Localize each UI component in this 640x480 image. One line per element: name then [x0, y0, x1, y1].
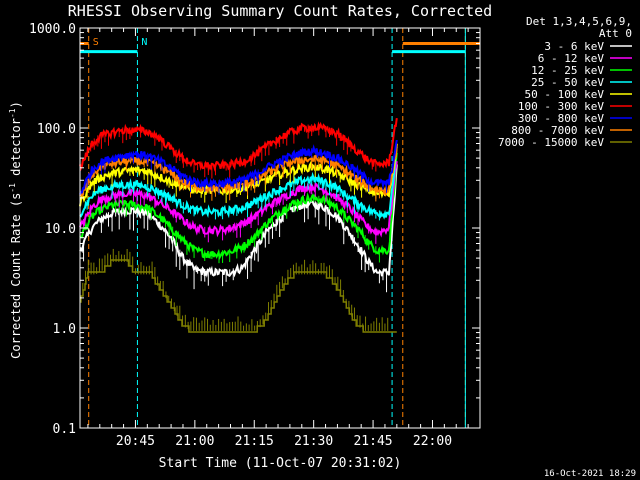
- chart-title: RHESSI Observing Summary Count Rates, Co…: [68, 2, 492, 20]
- footer-date-stamp: 16-Oct-2021 18:29: [544, 469, 636, 479]
- series-100-300-kev: [79, 117, 398, 179]
- y-tick-label: 100.0: [37, 122, 76, 137]
- y-tick-label: 1000.0: [29, 22, 76, 37]
- y-axis-label-end: ): [9, 101, 23, 108]
- legend-header-line-2: Att 0: [599, 27, 632, 40]
- legend-label: 6 - 12 keV: [538, 52, 605, 65]
- series-25-50-kev: [79, 146, 398, 221]
- series-300-800-kev: [79, 139, 398, 199]
- x-tick-label: 21:30: [294, 434, 333, 449]
- legend-label: 300 - 800 keV: [518, 112, 604, 125]
- series-12-25-kev: [79, 152, 398, 264]
- legend-label: 25 - 50 keV: [531, 76, 604, 89]
- legend-label: 800 - 7000 keV: [511, 124, 604, 137]
- x-axis-label: Start Time (11-Oct-07 20:31:02): [159, 456, 402, 471]
- series-line: [79, 143, 398, 207]
- x-tick-label: 21:00: [175, 434, 214, 449]
- series-3-6-kev: [79, 164, 398, 293]
- x-tick-label: 21:45: [353, 434, 392, 449]
- series-line: [79, 161, 398, 238]
- series-7000-15000-kev: [79, 248, 397, 333]
- legend-label: 12 - 25 keV: [531, 64, 604, 77]
- legend-label: 100 - 300 keV: [518, 100, 604, 113]
- x-tick-label: 22:00: [413, 434, 452, 449]
- y-axis-label-sup1: -1: [8, 183, 17, 193]
- legend-header-line-1: Det 1,3,4,5,6,9,: [526, 15, 632, 28]
- series-line: [79, 139, 398, 195]
- y-axis-label-mid: detector: [9, 118, 23, 183]
- series-50-100-kev: [79, 143, 398, 211]
- y-axis-label: Corrected Count Rate (s-1 detector-1): [8, 101, 23, 359]
- interval-label-saa: S: [93, 37, 99, 48]
- interval-label-night: N: [141, 37, 147, 48]
- y-tick-label: 1.0: [53, 322, 76, 337]
- y-tick-label: 10.0: [45, 222, 76, 237]
- x-tick-label: 21:15: [235, 434, 274, 449]
- y-axis-label-sup2: -1: [8, 108, 17, 118]
- y-axis-label-main: Corrected Count Rate (s: [9, 193, 23, 359]
- x-tick-label: 20:45: [116, 434, 155, 449]
- axes-layer: 0.1 1.0 10.0 100.0 1000.0 20:45 21:00 21:15 21:3…: [29, 22, 481, 449]
- legend-label: 50 - 100 keV: [525, 88, 605, 101]
- y-tick-label: 0.1: [53, 422, 76, 437]
- legend-label: 3 - 6 keV: [544, 40, 604, 53]
- legend-label: 7000 - 15000 keV: [498, 136, 604, 149]
